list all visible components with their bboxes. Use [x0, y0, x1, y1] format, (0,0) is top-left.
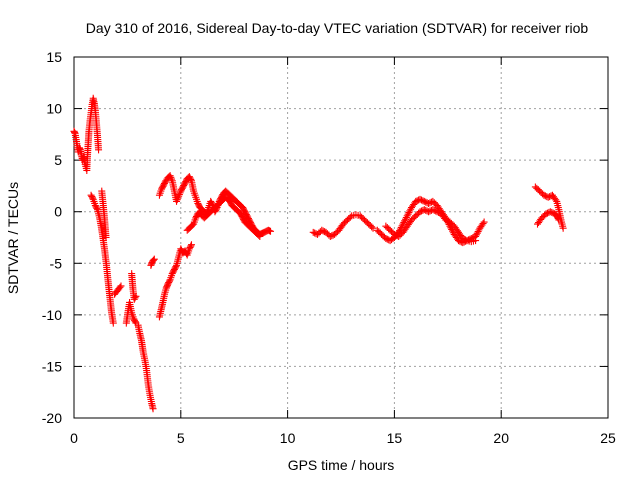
data-point [173, 197, 181, 205]
data-point [130, 295, 138, 303]
data-point [472, 237, 480, 245]
data-points [70, 94, 567, 413]
y-tick-label: -10 [42, 307, 62, 323]
data-point [187, 242, 195, 250]
data-point [555, 216, 563, 224]
x-tick-labels: 0 5 10 15 20 25 [70, 430, 616, 446]
data-point [552, 196, 560, 204]
data-point [174, 194, 182, 202]
data-point [117, 282, 125, 290]
data-point [405, 209, 413, 217]
x-tick-label: 20 [493, 430, 509, 446]
data-point [165, 277, 173, 285]
data-point [479, 220, 487, 228]
data-point [400, 218, 408, 226]
data-point [161, 178, 169, 186]
data-point [131, 294, 139, 302]
data-point [403, 212, 411, 220]
data-point [102, 234, 110, 241]
data-point [132, 292, 140, 300]
x-tick-label: 0 [70, 430, 78, 446]
data-point [473, 229, 481, 237]
y-tick-label: -5 [50, 255, 63, 271]
data-point [172, 263, 180, 271]
data-point [404, 210, 412, 218]
data-point [369, 224, 377, 232]
y-tick-label: -15 [42, 358, 62, 374]
y-tick-label: 10 [46, 101, 62, 117]
data-point [559, 224, 567, 232]
grid-lines [74, 57, 608, 418]
data-point [255, 231, 263, 239]
data-point [267, 227, 275, 235]
y-axis-label: SDTVAR / TECUs [5, 182, 21, 294]
data-point [187, 175, 195, 183]
x-axis-label: GPS time / hours [288, 457, 395, 473]
data-point [406, 207, 414, 215]
data-point [462, 236, 470, 244]
data-point [116, 283, 124, 291]
y-tick-label: 0 [54, 204, 62, 220]
axis-ticks [73, 56, 609, 419]
data-point [402, 213, 410, 221]
chart-title: Day 310 of 2016, Sidereal Day-to-day VTE… [86, 20, 589, 36]
data-point [167, 173, 175, 181]
data-point [95, 146, 103, 154]
data-point [187, 241, 195, 249]
x-tick-label: 5 [177, 430, 185, 446]
data-point [346, 213, 354, 221]
data-point [150, 255, 158, 263]
data-point [175, 192, 183, 200]
data-point [175, 191, 183, 199]
y-tick-labels: -20 -15 -10 -5 0 5 10 15 [42, 49, 62, 426]
data-point [168, 175, 176, 183]
x-tick-label: 25 [600, 430, 616, 446]
data-point [93, 204, 101, 212]
data-point [472, 231, 480, 239]
y-tick-label: 15 [46, 49, 62, 65]
y-tick-label: 5 [54, 152, 62, 168]
data-point [166, 172, 174, 180]
data-point [89, 194, 97, 202]
data-point [256, 232, 264, 240]
data-point [368, 223, 376, 231]
data-point [149, 256, 157, 264]
data-point [149, 405, 157, 413]
y-tick-label: -20 [42, 410, 62, 426]
x-tick-label: 10 [280, 430, 296, 446]
plot-frame [73, 56, 609, 419]
data-point [402, 215, 410, 223]
data-point [480, 218, 488, 226]
data-point [474, 228, 482, 236]
data-point [554, 215, 562, 223]
x-tick-label: 15 [387, 430, 403, 446]
data-point [401, 217, 409, 225]
data-point [173, 196, 181, 204]
data-point [109, 319, 117, 327]
data-point [189, 221, 197, 229]
data-point [176, 189, 184, 197]
